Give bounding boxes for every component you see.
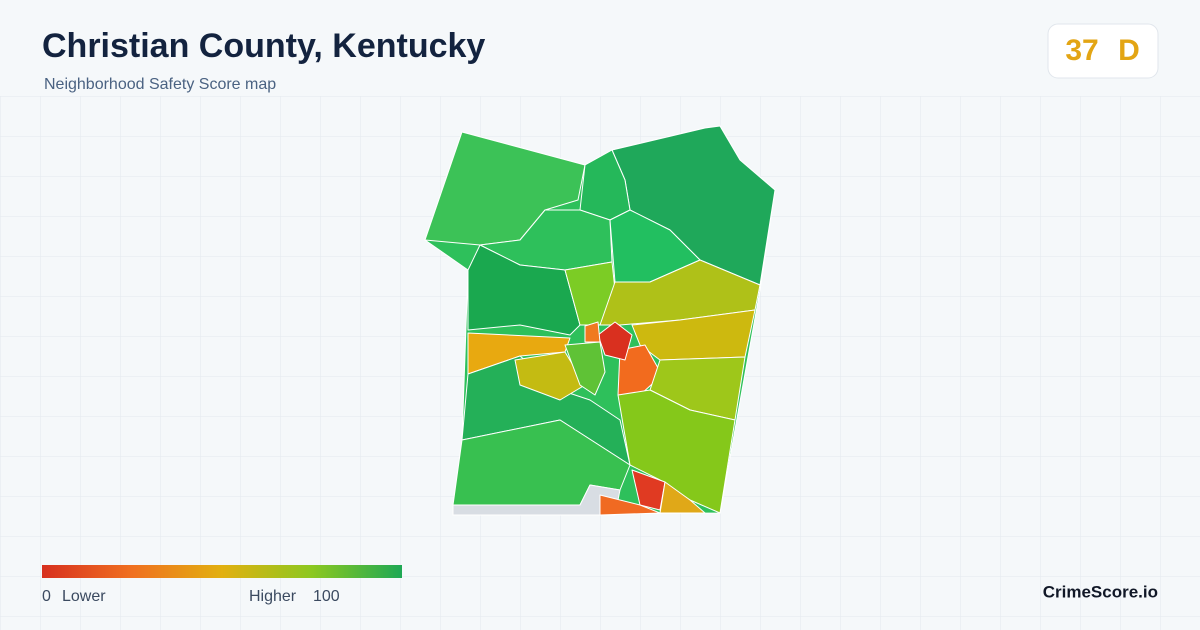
subtitle: Neighborhood Safety Score map [44, 76, 276, 93]
legend-max-label: Higher [249, 588, 297, 605]
region [514, 351, 586, 401]
region [597, 321, 633, 361]
region [659, 481, 706, 514]
legend-min-label: Lower [62, 588, 106, 605]
region [452, 484, 621, 516]
region [584, 321, 601, 343]
score-grade: D [1118, 34, 1140, 67]
region [599, 494, 661, 516]
region [617, 344, 663, 396]
legend-min: 0 [42, 588, 51, 605]
score-value: 37 [1065, 34, 1098, 67]
title: Christian County, Kentucky [42, 27, 485, 65]
brand: CrimeScore.io [1043, 582, 1158, 601]
legend-max: 100 [313, 588, 340, 605]
region [617, 389, 736, 514]
county-map [424, 125, 776, 516]
legend-scale [42, 565, 402, 578]
region [467, 332, 571, 375]
score-badge [1047, 23, 1159, 79]
